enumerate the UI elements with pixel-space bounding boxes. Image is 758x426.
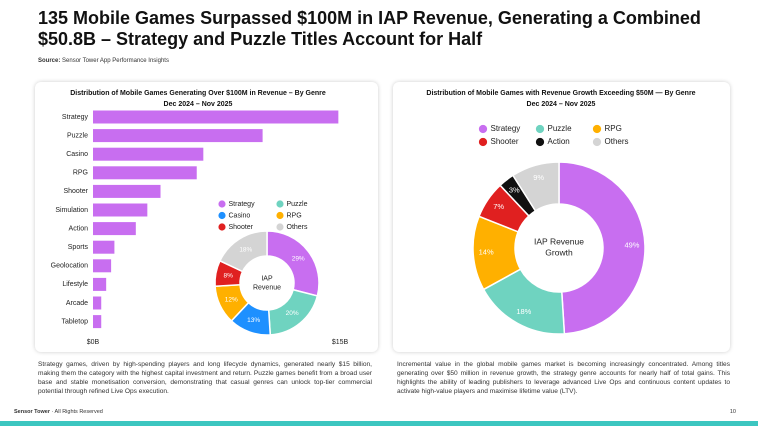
bar: [93, 259, 112, 273]
y-tick-label: Casino: [66, 151, 88, 158]
legend-swatch: [535, 124, 545, 134]
legend-label: Casino: [229, 212, 251, 219]
bar: [93, 147, 204, 161]
note: Incremental value in the global mobile g…: [397, 361, 730, 395]
legend-label: Puzzle: [287, 201, 308, 208]
value-label: 8%: [223, 272, 233, 279]
footer-brand: Sensor Tower: [14, 409, 50, 415]
legend-label: Others: [287, 224, 309, 231]
value-label: 20%: [286, 310, 299, 317]
y-tick-label: Shooter: [63, 188, 88, 195]
value-label: 18%: [239, 246, 252, 253]
y-tick-label: Tabletop: [62, 318, 89, 325]
bar: [93, 240, 115, 254]
y-tick-label: Strategy: [62, 114, 89, 121]
legend-label: RPG: [605, 124, 622, 133]
footer: Sensor Tower · All Rights Reserved: [14, 409, 103, 415]
legend-swatch: [478, 124, 488, 134]
value-label: 9%: [533, 173, 544, 182]
legend-label: Shooter: [491, 137, 519, 146]
legend-swatch: [592, 137, 602, 147]
legend-swatch: [218, 223, 226, 231]
y-tick-label: Sports: [68, 244, 89, 251]
bar: [93, 184, 161, 198]
chart-subtitle: Dec 2024 – Nov 2025: [527, 101, 596, 108]
legend-swatch: [478, 137, 488, 147]
value-label: 29%: [292, 256, 305, 263]
bar: [93, 203, 148, 217]
value-label: 49%: [624, 241, 639, 250]
footer-band: [0, 421, 758, 426]
y-tick-label: RPG: [73, 170, 88, 177]
source-text: Sensor Tower App Performance Insights: [62, 58, 169, 64]
legend-swatch: [276, 223, 284, 231]
note: Strategy games, driven by high-spending …: [38, 361, 372, 395]
chart-title: Distribution of Mobile Games with Revenu…: [426, 90, 695, 97]
bar: [93, 110, 339, 124]
slice: [218, 230, 268, 273]
y-tick-label: Arcade: [66, 300, 88, 307]
legend-label: RPG: [287, 212, 302, 219]
slice: [511, 161, 560, 212]
legend-label: Others: [605, 137, 629, 146]
source-label: Source:: [38, 58, 61, 64]
bar: [93, 222, 136, 236]
legend-swatch: [218, 200, 226, 208]
bar: [93, 129, 263, 143]
legend-label: Action: [548, 137, 570, 146]
bar: [93, 277, 107, 291]
value-label: 13%: [247, 317, 260, 324]
value-label: 18%: [516, 307, 531, 316]
value-label: 3%: [509, 185, 520, 194]
legend-label: Strategy: [229, 201, 256, 208]
legend-label: Strategy: [491, 124, 521, 133]
center-label: IAP Revenue Growth: [534, 237, 584, 258]
value-label: 7%: [493, 202, 504, 211]
x-tick-label: $0B: [87, 339, 100, 346]
page-number: 10: [729, 409, 736, 415]
footer-text: · All Rights Reserved: [51, 409, 103, 415]
legend-swatch: [535, 137, 545, 147]
legend-swatch: [276, 211, 284, 220]
source: Source: Sensor Tower App Performance Ins…: [38, 58, 169, 64]
chart-subtitle: Dec 2024 – Nov 2025: [164, 101, 233, 108]
bar: [93, 315, 102, 329]
y-tick-label: Puzzle: [67, 132, 88, 139]
chart-title: Distribution of Mobile Games Generating …: [70, 90, 326, 97]
slide-title: 135 Mobile Games Surpassed $100M in IAP …: [38, 8, 701, 49]
y-tick-label: Geolocation: [51, 263, 88, 270]
x-tick-label: $15B: [332, 339, 349, 346]
value-label: 12%: [225, 297, 238, 304]
bar: [93, 296, 102, 310]
card: [35, 82, 378, 352]
center-label: IAP Revenue: [253, 275, 281, 291]
y-tick-label: Action: [69, 225, 89, 232]
slice: [558, 161, 646, 335]
legend-swatch: [276, 200, 284, 208]
value-label: 14%: [479, 248, 494, 257]
bar: [93, 166, 197, 180]
legend-swatch: [592, 124, 602, 134]
legend-label: Puzzle: [548, 124, 573, 133]
y-tick-label: Lifestyle: [62, 281, 88, 288]
y-tick-label: Simulation: [55, 207, 88, 214]
legend-label: Shooter: [229, 224, 254, 231]
legend-swatch: [218, 211, 226, 220]
